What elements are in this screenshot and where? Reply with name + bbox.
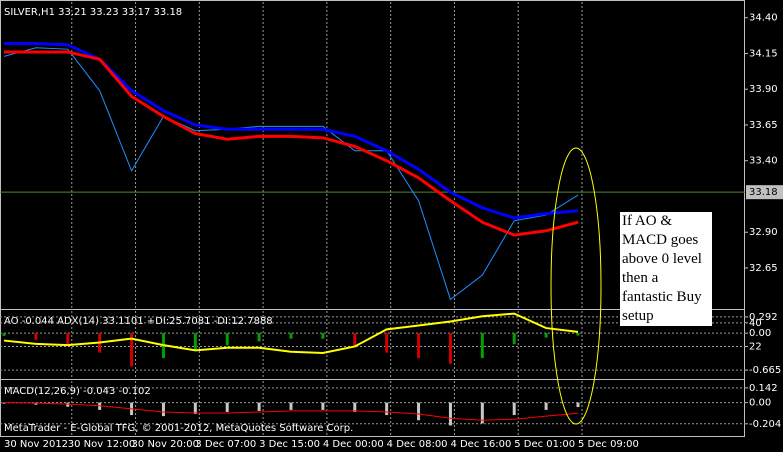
x-tick-label: 30 Nov 2012	[4, 439, 68, 450]
y-tick-label: 0.292	[749, 312, 778, 323]
y-tick-label: 0.142	[749, 383, 778, 394]
x-tick-label: 3 Dec 07:00	[195, 439, 256, 450]
bar	[576, 402, 580, 408]
x-tick-label: 5 Dec 09:00	[578, 439, 639, 450]
x-tick-label: 4 Dec 16:00	[450, 439, 511, 450]
series-line	[3, 402, 579, 421]
y-tick-label: 33.40	[749, 156, 778, 167]
bar	[480, 402, 484, 424]
bar	[257, 402, 261, 411]
bar	[193, 333, 197, 350]
bar	[34, 333, 38, 340]
panel-title: MACD(12,26,9) -0.043 -0.102	[4, 386, 151, 397]
annotation: If AO & MACD goes above 0 level then a f…	[620, 212, 712, 326]
x-tick-label: 30 Nov 20:00	[132, 439, 199, 450]
bar	[225, 333, 229, 346]
y-tick-label: 22	[749, 341, 762, 352]
bar	[385, 402, 389, 416]
bar	[512, 333, 516, 345]
y-tick-label: 34.15	[749, 48, 778, 59]
x-tick-label: 3 Dec 15:00	[259, 439, 320, 450]
price-label: 33.18	[749, 187, 778, 198]
bar	[66, 333, 70, 345]
plot-border	[0, 0, 745, 437]
bar	[353, 402, 357, 412]
y-tick-label: 33.90	[749, 84, 778, 95]
bar	[2, 402, 6, 404]
x-tick-label: 5 Dec 01:00	[514, 439, 575, 450]
highlight-ellipse	[550, 147, 602, 425]
series-line	[3, 312, 579, 355]
bar	[193, 402, 197, 415]
y-tick-label: 33.65	[749, 120, 778, 131]
price-label-box	[746, 185, 783, 200]
bar	[512, 402, 516, 416]
bar	[161, 402, 165, 417]
y-tick-label: 34.40	[749, 13, 778, 24]
bar	[321, 333, 325, 339]
y-tick-label: 40	[749, 318, 762, 329]
y-tick-label: -0.204	[749, 419, 781, 430]
series-line	[4, 50, 579, 237]
bar	[480, 333, 484, 359]
bar	[289, 333, 293, 339]
footer: MetaTrader - E-Global TFG, © 2001-2012, …	[4, 423, 353, 434]
bar	[321, 402, 325, 410]
bar	[417, 402, 421, 421]
series-line	[3, 47, 579, 301]
bar	[34, 402, 38, 405]
y-tick-label: -0.665	[749, 365, 781, 376]
bar	[385, 333, 389, 353]
bar	[2, 333, 6, 336]
bar	[576, 333, 580, 336]
bar	[98, 402, 102, 410]
bar	[544, 402, 548, 410]
x-tick-label: 4 Dec 00:00	[323, 439, 384, 450]
bar	[353, 333, 357, 348]
bar	[225, 402, 229, 412]
y-tick-label: 32.65	[749, 263, 778, 274]
panel-title: AO -0.044 ADX(14) 33.1101 +DI:25.7081 -D…	[4, 316, 273, 327]
x-tick-label: 4 Dec 08:00	[387, 439, 448, 450]
panel-title: SILVER,H1 33.21 33.23 33.17 33.18	[4, 7, 182, 18]
bar	[544, 333, 548, 338]
bar	[448, 402, 452, 426]
bar	[257, 333, 261, 342]
y-tick-label: 0.00	[749, 328, 771, 339]
x-tick-label: 30 Nov 12:00	[68, 439, 135, 450]
y-tick-label: 32.90	[749, 227, 778, 238]
bar	[66, 402, 70, 407]
bar	[417, 333, 421, 359]
bar	[130, 333, 134, 367]
bar	[289, 402, 293, 410]
y-tick-label: 0.00	[749, 398, 771, 409]
bar	[448, 333, 452, 364]
